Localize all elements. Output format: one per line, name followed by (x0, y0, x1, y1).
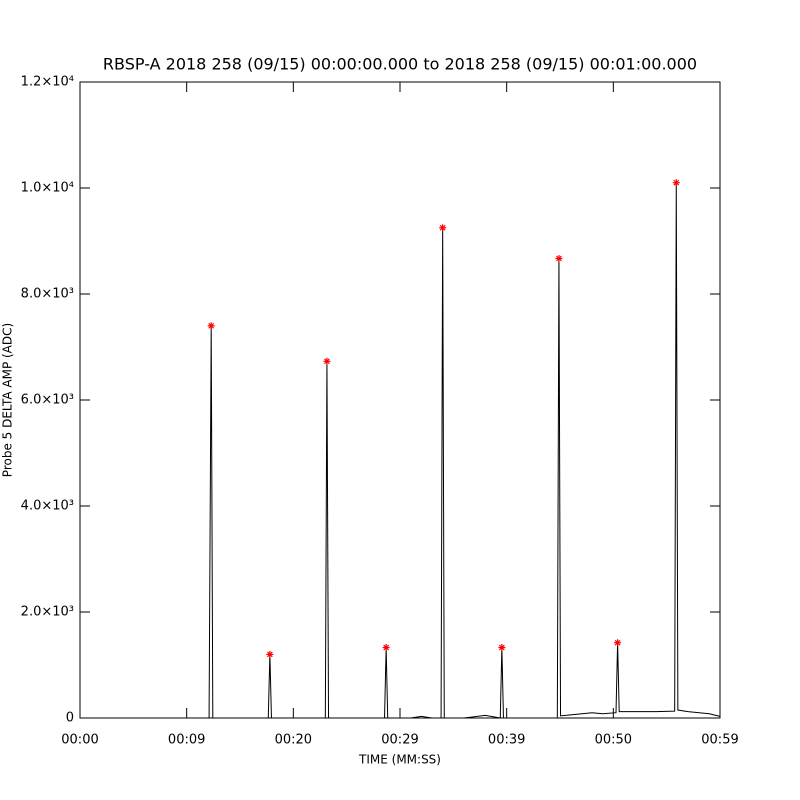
peak-marker (672, 179, 680, 187)
marker-stroke (383, 644, 390, 651)
x-tick-label: 00:59 (701, 733, 738, 748)
y-tick-label: 4.0×10³ (21, 499, 74, 514)
y-axis-label: Probe 5 DELTA AMP (ADC) (1, 323, 15, 477)
x-axis-label: TIME (MM:SS) (358, 753, 441, 767)
y-tick-label: 8.0×10³ (21, 287, 74, 302)
marker-stroke (208, 322, 215, 329)
peak-marker (207, 322, 215, 330)
y-tick-label: 1.0×10⁴ (21, 181, 74, 196)
y-tick-label: 6.0×10³ (21, 393, 74, 408)
x-tick-label: 00:50 (595, 733, 632, 748)
peak-marker (382, 644, 390, 652)
marker-stroke (324, 358, 330, 365)
y-tick-label: 2.0×10³ (21, 605, 74, 620)
chart-title: RBSP-A 2018 258 (09/15) 00:00:00.000 to … (103, 55, 697, 74)
x-tick-label: 00:29 (381, 733, 418, 748)
marker-stroke (439, 224, 446, 231)
marker-stroke (266, 651, 273, 658)
peak-marker (614, 639, 622, 647)
peak-marker (323, 357, 331, 365)
peak-marker (439, 224, 447, 232)
y-tick-label: 0 (66, 711, 74, 726)
marker-stroke (556, 255, 562, 262)
marker-stroke (614, 639, 621, 646)
x-tick-label: 00:00 (61, 733, 98, 748)
y-tick-label: 1.2×10⁴ (21, 75, 74, 90)
peak-marker (555, 254, 563, 262)
marker-stroke (498, 644, 505, 651)
x-tick-label: 00:39 (488, 733, 525, 748)
marker-stroke (673, 179, 680, 186)
data-line (80, 182, 721, 719)
x-tick-label: 00:20 (275, 733, 312, 748)
peak-marker (498, 644, 506, 652)
x-tick-label: 00:09 (168, 733, 205, 748)
peak-marker (266, 650, 274, 658)
